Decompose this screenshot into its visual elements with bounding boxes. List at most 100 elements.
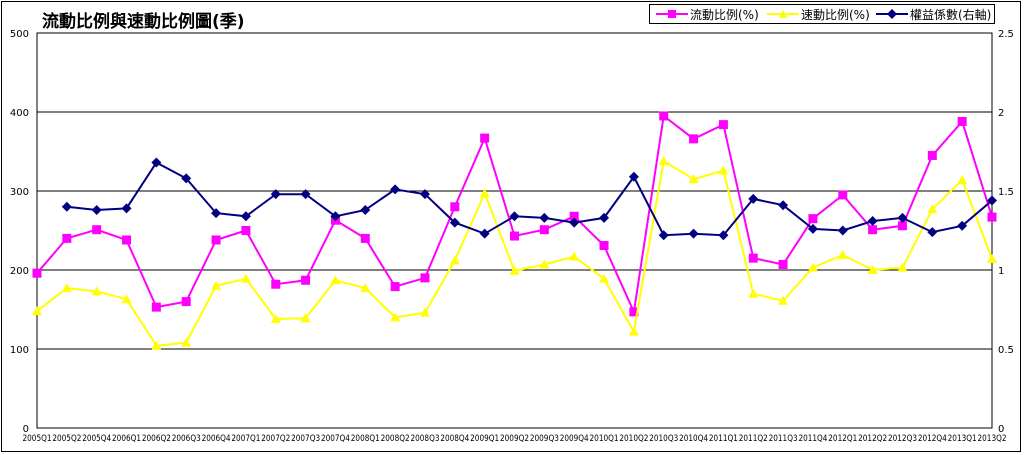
data-point-triangle xyxy=(569,251,580,261)
legend-item-quick-ratio: 速動比例(%) xyxy=(767,5,870,23)
data-point-triangle xyxy=(211,280,222,290)
y-tick-label: 500 xyxy=(10,29,29,40)
x-tick-label: 2008Q3 xyxy=(410,434,439,444)
data-point-square xyxy=(241,226,251,235)
data-point-square xyxy=(927,150,937,160)
series-line-3 xyxy=(66,161,993,237)
legend-marker-diamond xyxy=(876,9,908,19)
data-point-diamond xyxy=(569,217,580,228)
chart-title: 流動比例與速動比例圖(季) xyxy=(42,12,245,32)
data-point-square xyxy=(748,253,758,263)
data-point-square xyxy=(450,202,460,212)
x-tick-label: 2013Q2 xyxy=(978,434,1007,444)
data-point-triangle xyxy=(32,306,42,316)
data-point-triangle xyxy=(688,174,699,184)
y-tick-label: 300 xyxy=(10,187,29,198)
x-tick-label: 2011Q3 xyxy=(769,434,798,444)
data-point-triangle xyxy=(748,288,759,298)
x-tick-label: 2007Q2 xyxy=(261,434,290,444)
x-tick-label: 2009Q2 xyxy=(500,434,529,444)
data-point-square xyxy=(808,214,818,224)
data-point-square xyxy=(897,221,907,231)
y-tick-label: 200 xyxy=(10,266,29,277)
data-point-diamond xyxy=(151,157,162,168)
legend-item-equity-multiplier: 權益係數(右軸) xyxy=(876,5,991,23)
data-point-square xyxy=(211,235,221,245)
y-tick-label: 0 xyxy=(23,424,29,435)
data-point-diamond xyxy=(778,200,789,211)
data-point-square xyxy=(599,241,609,251)
data-point-diamond xyxy=(121,203,132,214)
data-point-diamond xyxy=(240,211,251,222)
data-point-diamond xyxy=(628,171,639,182)
y2-tick-label: 1 xyxy=(998,266,1004,277)
y2-tick-label: 2 xyxy=(998,108,1004,119)
data-point-square xyxy=(689,134,699,144)
legend-label: 速動比例(%) xyxy=(801,7,870,22)
data-point-triangle xyxy=(987,253,997,263)
data-point-diamond xyxy=(987,195,997,206)
data-point-diamond xyxy=(181,173,192,184)
data-point-triangle xyxy=(837,249,848,259)
x-tick-label: 2012Q4 xyxy=(918,434,947,444)
data-point-square xyxy=(718,120,728,130)
y2-tick-label: 0.5 xyxy=(998,345,1014,356)
x-tick-label: 2008Q4 xyxy=(440,434,469,444)
x-tick-label: 2006Q2 xyxy=(142,434,171,444)
data-point-triangle xyxy=(300,313,311,323)
data-point-square xyxy=(569,211,579,221)
data-point-square xyxy=(838,190,848,200)
data-point-diamond xyxy=(390,184,401,195)
data-point-diamond xyxy=(270,189,281,200)
data-point-triangle xyxy=(539,259,550,269)
legend-label: 權益係數(右軸) xyxy=(910,7,992,22)
data-point-square xyxy=(480,133,490,143)
x-tick-label: 2013Q1 xyxy=(948,434,977,444)
data-point-diamond xyxy=(927,227,938,238)
data-point-diamond xyxy=(688,228,699,239)
data-point-diamond xyxy=(748,193,759,204)
data-point-diamond xyxy=(599,212,610,223)
data-point-triangle xyxy=(897,262,908,272)
data-point-triangle xyxy=(628,326,639,336)
x-tick-label: 2005Q2 xyxy=(52,434,81,444)
x-tick-label: 2007Q3 xyxy=(291,434,320,444)
data-point-diamond xyxy=(449,217,460,228)
data-point-diamond xyxy=(211,208,222,219)
data-point-triangle xyxy=(390,312,401,322)
data-point-square xyxy=(778,259,788,269)
data-point-triangle xyxy=(360,283,371,293)
data-point-diamond xyxy=(837,225,848,236)
data-point-diamond xyxy=(479,228,490,239)
data-point-triangle xyxy=(957,174,968,184)
x-tick-label: 2012Q1 xyxy=(828,434,857,444)
plot-border xyxy=(36,32,993,429)
data-point-square xyxy=(420,273,430,283)
data-point-square xyxy=(957,116,967,126)
x-tick-label: 2009Q3 xyxy=(530,434,559,444)
x-tick-label: 2005Q1 xyxy=(23,434,52,444)
data-point-triangle xyxy=(927,204,938,214)
y2-tick-label: 2.5 xyxy=(998,29,1014,40)
data-point-square xyxy=(122,235,132,245)
data-point-diamond xyxy=(61,201,72,212)
x-tick-label: 2008Q2 xyxy=(381,434,410,444)
legend: 流動比例(%) 速動比例(%) 權益係數(右軸) xyxy=(649,4,995,24)
data-point-square xyxy=(987,212,997,222)
x-tick-label: 2007Q1 xyxy=(231,434,260,444)
data-point-square xyxy=(659,111,669,121)
data-point-square xyxy=(360,233,370,243)
data-point-diamond xyxy=(539,212,550,223)
data-point-diamond xyxy=(897,212,908,223)
x-tick-label: 2008Q1 xyxy=(351,434,380,444)
data-point-diamond xyxy=(509,211,520,222)
y-tick-label: 100 xyxy=(10,345,29,356)
data-point-square xyxy=(92,225,102,235)
x-tick-label: 2011Q1 xyxy=(709,434,738,444)
data-point-diamond xyxy=(807,223,818,234)
data-point-square xyxy=(62,233,72,243)
x-tick-label: 2010Q4 xyxy=(679,434,708,444)
data-point-triangle xyxy=(91,286,102,296)
data-point-square xyxy=(32,268,42,278)
data-point-square xyxy=(181,297,191,307)
